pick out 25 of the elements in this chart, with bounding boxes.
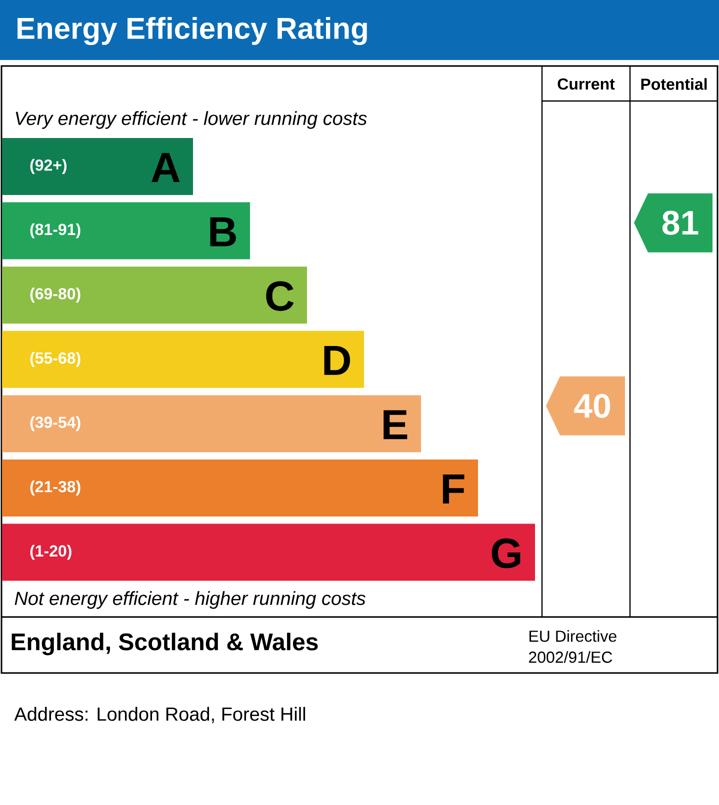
category-label: G <box>492 538 520 568</box>
text: Energy Efficiency Rating <box>18 16 367 46</box>
text: Very energy efficient - lower running costs <box>16 111 367 129</box>
text: Potential <box>641 78 707 90</box>
text: (55-68) <box>30 352 80 367</box>
text: England, Scotland & Wales <box>12 632 318 656</box>
text: (39-54) <box>30 416 80 432</box>
category-label: A <box>152 153 180 182</box>
text: (1-20) <box>30 544 72 560</box>
text: (69-80) <box>30 288 80 303</box>
category-label: D <box>324 346 350 375</box>
text: 2002/91/EC <box>529 651 612 663</box>
text: (21-38) <box>30 480 80 496</box>
text: (81-91) <box>30 223 80 238</box>
text: EU Directive <box>530 630 616 642</box>
data-label: 40 <box>574 394 610 418</box>
category-label: C <box>266 281 294 311</box>
data-label: 81 <box>662 210 698 235</box>
category-label: E <box>384 410 408 440</box>
text: Current <box>558 78 615 90</box>
text: Not energy efficient - higher running costs <box>14 591 366 609</box>
category-label: B <box>210 217 236 246</box>
text: (92+) <box>30 159 67 174</box>
category-label: F <box>442 474 464 504</box>
text: Address: London Road, Forest Hill <box>14 706 306 724</box>
